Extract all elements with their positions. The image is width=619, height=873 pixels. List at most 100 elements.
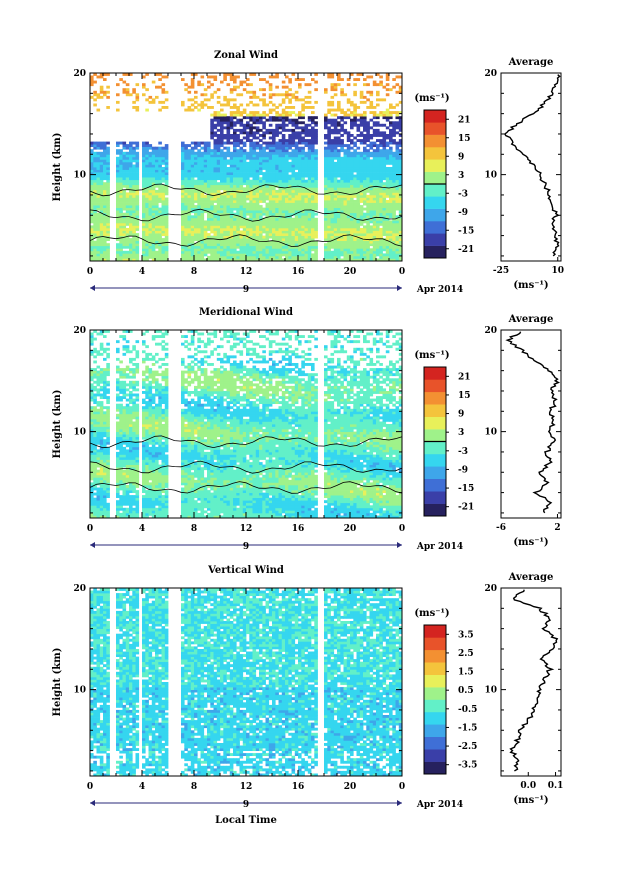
heatmap-cell [255,233,260,236]
heatmap-cell [194,179,198,183]
heatmap-cell [359,255,364,259]
heatmap-cell [294,215,299,219]
heatmap-cell [376,98,380,102]
heatmap-cell [125,217,130,221]
heatmap-cell [213,123,218,127]
heatmap-cell [190,179,195,183]
heatmap-cell [268,253,273,257]
heatmap-cell [161,189,166,193]
heatmap-cell [158,100,162,104]
heatmap-cell [307,164,312,168]
heatmap-cell [161,88,166,92]
heatmap-cell [272,212,276,216]
heatmap-cell [395,151,400,155]
heatmap-cell [389,258,393,262]
heatmap-cell [366,131,370,135]
heatmap-cell [90,510,94,514]
heatmap-cell [372,222,377,226]
heatmap-cell [132,200,136,203]
heatmap-cell [340,192,344,196]
heatmap-cell [181,235,185,239]
heatmap-cell [307,156,312,160]
heatmap-cell [229,258,234,262]
heatmap-cell [161,154,166,158]
heatmap-cell [203,184,208,188]
heatmap-cell [200,93,205,97]
heatmap-cell [103,205,107,208]
heatmap-cell [337,106,341,109]
heatmap-cell [337,179,341,183]
heatmap-cell [343,194,348,198]
heatmap-cell [389,111,393,114]
heatmap-cell [398,88,403,92]
heatmap-cell [142,258,146,262]
heatmap-cell [259,121,263,125]
heatmap-cell [346,230,351,234]
heatmap-cell [327,174,331,178]
heatmap-cell [379,182,383,186]
heatmap-cell [291,136,296,140]
heatmap-cell [181,103,185,107]
heatmap-cell [181,182,185,186]
heatmap-cell [376,177,380,181]
heatmap-cell [346,146,351,150]
heatmap-cell [233,217,237,221]
heatmap-cell [103,220,107,224]
heatmap-cell [272,197,276,201]
heatmap-cell [395,167,400,170]
heatmap-cell [122,172,127,175]
heatmap-cell [262,116,266,120]
heatmap-cell [249,95,253,99]
heatmap-cell [285,250,289,254]
heatmap-cell [372,212,377,216]
heatmap-cell [233,258,237,262]
heatmap-cell [278,248,283,252]
heatmap-cell [220,131,224,135]
heatmap-cell [398,141,403,145]
heatmap-cell [330,187,335,191]
heatmap-cell [125,182,130,186]
heatmap-cell [99,210,104,214]
heatmap-cell [327,139,331,142]
heatmap-cell [239,230,244,234]
heatmap-cell [99,75,104,79]
heatmap-cell [356,210,361,214]
heatmap-cell [122,253,127,257]
heatmap-cell [285,225,289,229]
heatmap-cell [236,151,240,155]
heatmap-cells [90,73,403,262]
heatmap-cell [190,103,195,107]
heatmap-cell [333,248,338,252]
heatmap-cell [376,93,380,97]
heatmap-cell [220,134,224,137]
heatmap-cell [343,174,348,178]
heatmap-cell [369,106,374,109]
heatmap-cell [288,139,292,142]
heatmap-cell [359,179,364,183]
heatmap-cell [356,128,361,132]
heatmap-cell [363,78,367,81]
heatmap-cell [90,207,94,211]
heatmap-cell [333,146,338,150]
heatmap-cell [119,253,123,257]
heatmap-cell [99,88,104,92]
x-tick-label: 8 [191,267,197,277]
colorbar-swatch [424,196,446,209]
heatmap-cell [359,156,364,160]
heatmap-cell [356,159,361,163]
heatmap-cell [389,121,393,125]
heatmap-cell [210,184,214,188]
heatmap-cell [207,164,211,168]
month-label: Apr 2014 [416,285,463,295]
heatmap-cell [194,225,198,229]
heatmap-cell [103,154,107,158]
heatmap-cell [356,225,361,229]
heatmap-cell [272,128,276,132]
heatmap-cell [216,118,221,122]
heatmap-cell [181,205,185,208]
heatmap-cell [132,159,136,163]
heatmap-cell [158,233,162,236]
heatmap-cell [324,126,328,130]
heatmap-cell [288,255,292,259]
heatmap-cell [327,154,331,158]
